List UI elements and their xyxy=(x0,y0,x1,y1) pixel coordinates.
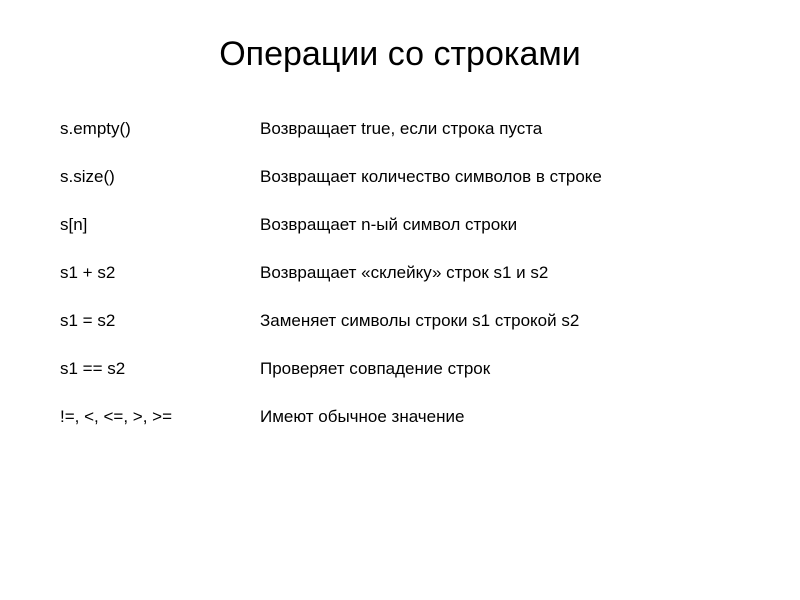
table-row: s1 == s2 Проверяет совпадение строк xyxy=(60,359,740,379)
description-cell: Имеют обычное значение xyxy=(260,407,740,427)
table-row: s[n] Возвращает n-ый символ строки xyxy=(60,215,740,235)
description-cell: Возвращает количество символов в строке xyxy=(260,167,740,187)
operation-cell: !=, <, <=, >, >= xyxy=(60,407,260,427)
table-row: s.empty() Возвращает true, если строка п… xyxy=(60,119,740,139)
operation-cell: s[n] xyxy=(60,215,260,235)
table-row: s.size() Возвращает количество символов … xyxy=(60,167,740,187)
description-cell: Возвращает true, если строка пуста xyxy=(260,119,740,139)
description-cell: Проверяет совпадение строк xyxy=(260,359,740,379)
operation-cell: s1 = s2 xyxy=(60,311,260,331)
operation-cell: s1 + s2 xyxy=(60,263,260,283)
page-title: Операции со строками xyxy=(60,35,740,74)
description-cell: Заменяет символы строки s1 строкой s2 xyxy=(260,311,740,331)
operation-cell: s.size() xyxy=(60,167,260,187)
operation-cell: s.empty() xyxy=(60,119,260,139)
operations-table: s.empty() Возвращает true, если строка п… xyxy=(60,119,740,427)
description-cell: Возвращает n-ый символ строки xyxy=(260,215,740,235)
table-row: !=, <, <=, >, >= Имеют обычное значение xyxy=(60,407,740,427)
description-cell: Возвращает «склейку» строк s1 и s2 xyxy=(260,263,740,283)
table-row: s1 + s2 Возвращает «склейку» строк s1 и … xyxy=(60,263,740,283)
table-row: s1 = s2 Заменяет символы строки s1 строк… xyxy=(60,311,740,331)
operation-cell: s1 == s2 xyxy=(60,359,260,379)
